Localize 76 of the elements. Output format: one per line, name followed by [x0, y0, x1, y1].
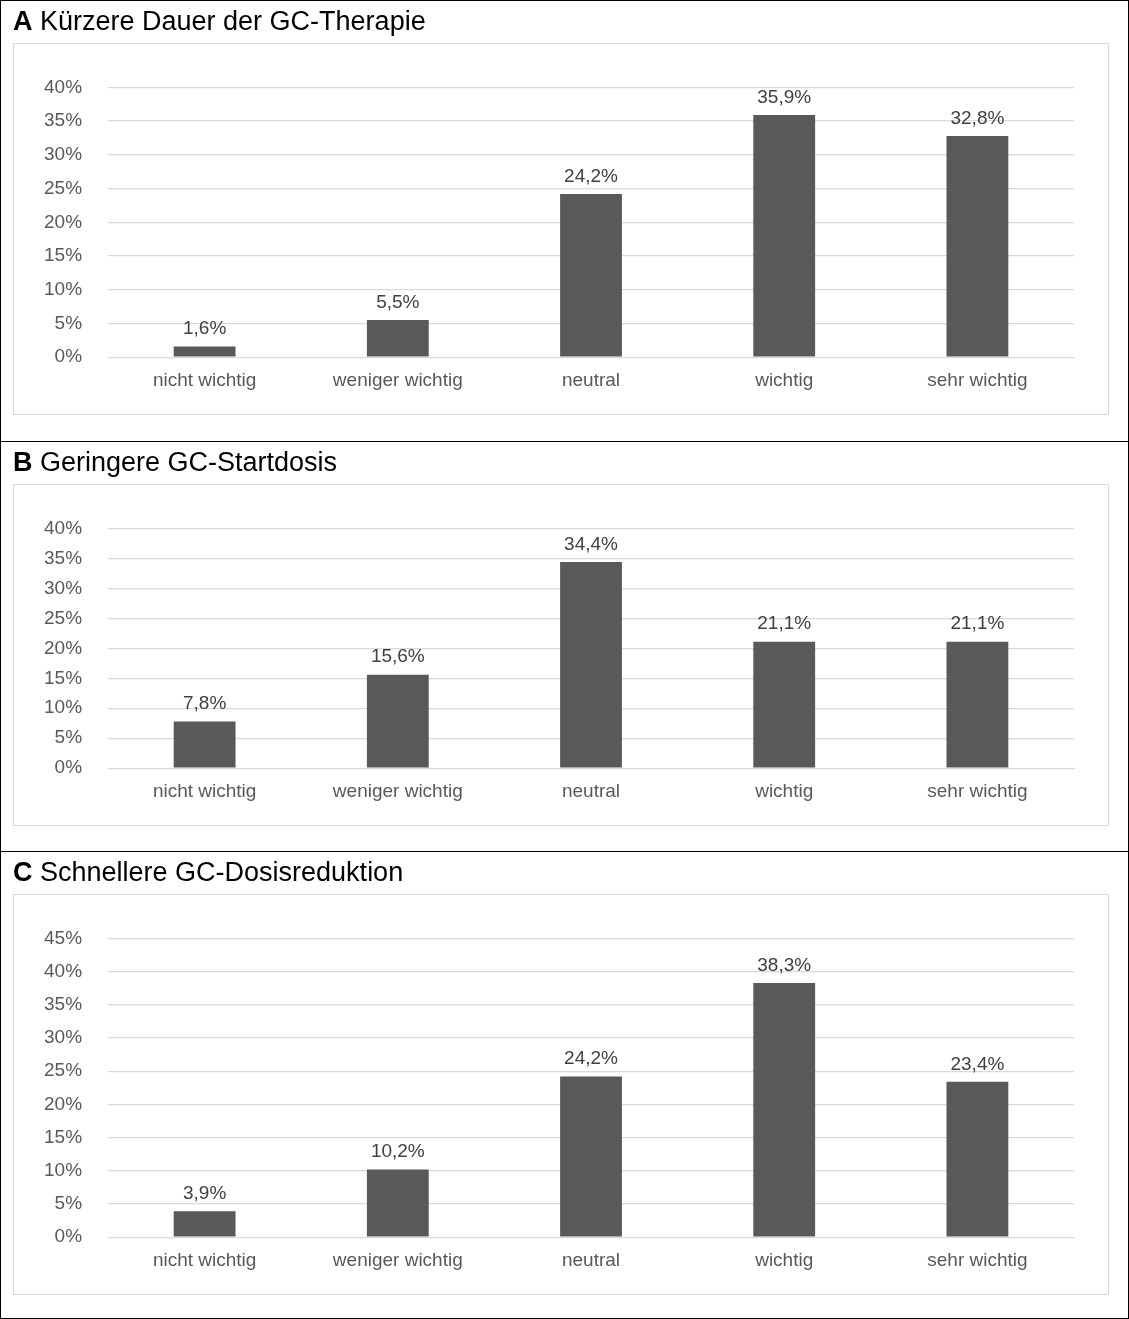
- data-label: 21,1%: [950, 612, 1005, 634]
- bar: [366, 320, 429, 357]
- y-tick-label: 20%: [44, 636, 83, 658]
- bar: [753, 115, 816, 357]
- y-tick-label: 30%: [44, 576, 83, 598]
- y-tick-label: 25%: [44, 176, 83, 198]
- y-tick-label: 40%: [44, 516, 83, 538]
- y-tick-label: 10%: [44, 277, 83, 299]
- y-tick-label: 5%: [54, 726, 83, 748]
- y-tick-label: 20%: [44, 210, 83, 232]
- y-tick-label: 20%: [44, 1092, 83, 1114]
- x-tick-label: sehr wichtig: [927, 368, 1028, 390]
- x-tick-label: weniger wichtig: [331, 779, 463, 801]
- x-tick-label: weniger wichtig: [331, 1248, 463, 1270]
- y-tick-label: 40%: [44, 75, 83, 97]
- bar: [753, 982, 816, 1237]
- x-tick-label: nicht wichtig: [152, 779, 257, 801]
- x-tick-label: wichtig: [754, 1248, 814, 1270]
- x-tick-label: sehr wichtig: [927, 779, 1028, 801]
- data-label: 1,6%: [182, 317, 227, 339]
- x-tick-label: nicht wichtig: [152, 368, 257, 390]
- bar: [560, 561, 622, 768]
- x-tick-label: weniger wichtig: [331, 368, 463, 390]
- y-tick-label: 0%: [54, 345, 83, 367]
- bar: [366, 674, 429, 768]
- y-tick-label: 35%: [44, 109, 83, 131]
- x-tick-label: sehr wichtig: [927, 1248, 1028, 1270]
- chart-title: C Schnellere GC-Dosisreduktion: [13, 857, 404, 887]
- y-tick-label: 0%: [54, 1225, 83, 1247]
- bar: [946, 135, 1009, 357]
- y-tick-label: 25%: [44, 606, 83, 628]
- y-tick-label: 30%: [44, 1026, 83, 1048]
- data-label: 24,2%: [564, 164, 619, 186]
- data-label: 32,8%: [950, 106, 1005, 128]
- data-label: 5,5%: [376, 290, 420, 312]
- x-tick-label: nicht wichtig: [152, 1248, 257, 1270]
- bar: [946, 1081, 1009, 1237]
- data-label: 23,4%: [950, 1052, 1005, 1074]
- y-tick-label: 10%: [44, 696, 83, 718]
- data-label: 34,4%: [564, 532, 619, 554]
- y-tick-label: 15%: [44, 244, 83, 266]
- y-tick-label: 30%: [44, 143, 83, 165]
- y-tick-label: 35%: [44, 546, 83, 568]
- bar: [173, 346, 236, 357]
- data-label: 24,2%: [564, 1047, 619, 1069]
- y-tick-label: 5%: [54, 311, 83, 333]
- data-label: 15,6%: [370, 645, 425, 667]
- y-tick-label: 0%: [54, 756, 83, 778]
- data-label: 10,2%: [370, 1140, 425, 1162]
- y-tick-label: 35%: [44, 993, 83, 1015]
- data-label: 38,3%: [757, 953, 812, 975]
- y-tick-label: 15%: [44, 666, 83, 688]
- bar: [366, 1169, 429, 1237]
- x-tick-label: neutral: [561, 779, 621, 801]
- data-label: 3,9%: [182, 1182, 227, 1204]
- y-tick-label: 45%: [44, 926, 83, 948]
- y-tick-label: 25%: [44, 1059, 83, 1081]
- bar: [560, 1076, 622, 1237]
- y-tick-label: 5%: [54, 1192, 83, 1214]
- data-label: 21,1%: [757, 612, 812, 634]
- chart-title: B Geringere GC-Startdosis: [13, 447, 338, 477]
- bar: [946, 641, 1009, 768]
- data-label: 7,8%: [182, 692, 227, 714]
- bar: [173, 721, 236, 768]
- x-tick-label: neutral: [561, 1248, 621, 1270]
- bar: [560, 193, 622, 357]
- x-tick-label: wichtig: [754, 368, 814, 390]
- x-tick-label: wichtig: [754, 779, 814, 801]
- data-label: 35,9%: [757, 85, 812, 107]
- chart-title: A Kürzere Dauer der GC-Therapie: [13, 6, 426, 36]
- x-tick-label: neutral: [561, 368, 621, 390]
- bar: [753, 641, 816, 768]
- y-tick-label: 40%: [44, 959, 83, 981]
- y-tick-label: 15%: [44, 1125, 83, 1147]
- bar: [173, 1211, 236, 1237]
- y-tick-label: 10%: [44, 1159, 83, 1181]
